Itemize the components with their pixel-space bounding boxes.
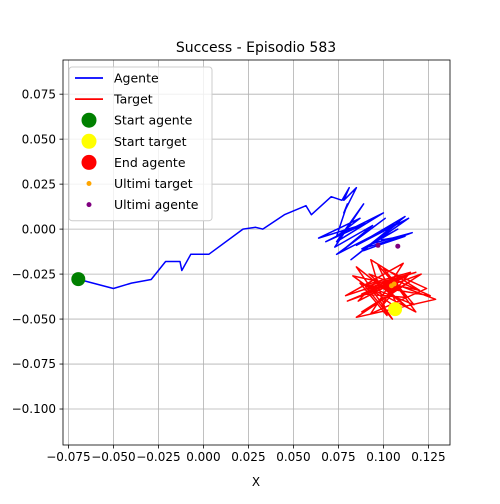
legend-label-target: Target: [113, 92, 153, 107]
y-tick-label: −0.100: [12, 402, 56, 416]
y-tick-label: 0.050: [22, 132, 56, 146]
x-axis-label: X: [252, 475, 260, 489]
x-tick-label: 0.125: [411, 450, 445, 464]
legend-label-start-target: Start target: [114, 134, 187, 149]
legend-label-start-agente: Start agente: [114, 113, 193, 128]
x-tick-label: −0.075: [46, 450, 90, 464]
y-axis-ticks: −0.100 −0.075 −0.050 −0.025 0.000 0.025 0.050 0…: [12, 87, 63, 416]
legend-swatch-start-target: [81, 133, 97, 149]
x-tick-label: 0.100: [366, 450, 400, 464]
y-tick-label: 0.000: [22, 222, 56, 236]
series-line-agente: [79, 186, 413, 290]
plot-frame: [62, 59, 451, 446]
chart-title: Success - Episodio 583: [176, 40, 336, 56]
y-tick-label: −0.075: [12, 357, 56, 371]
legend-swatch-ultimi-target: [86, 181, 92, 186]
legend-label-end-agente: End agente: [114, 155, 186, 170]
x-tick-label: 0.000: [186, 450, 220, 464]
legend-label-ultimi-agente: Ultimi agente: [114, 197, 199, 212]
marker-start-agente: [71, 272, 86, 287]
marker-ultimi-target: [391, 281, 397, 287]
y-tick-label: −0.025: [12, 267, 56, 281]
legend-swatch-start-agente: [81, 112, 97, 128]
legend-swatch-end-agente: [81, 154, 97, 170]
plot-area: [71, 186, 437, 320]
series-line-target: [344, 258, 437, 320]
series-layer: [71, 186, 437, 320]
x-tick-label: −0.050: [91, 450, 135, 464]
y-tick-label: −0.050: [12, 312, 56, 326]
x-axis-ticks: −0.075 −0.050 −0.025 0.000 0.025 0.050 0.075 0.…: [46, 445, 446, 464]
legend-label-ultimi-target: Ultimi target: [114, 176, 193, 191]
marker-start-target: [388, 302, 403, 317]
y-tick-label: 0.025: [22, 177, 56, 191]
marker-ultimi-agente: [395, 243, 401, 249]
x-tick-label: −0.025: [136, 450, 180, 464]
x-tick-label: 0.025: [231, 450, 265, 464]
x-tick-label: 0.050: [276, 450, 310, 464]
y-tick-label: 0.075: [22, 87, 56, 101]
x-tick-label: 0.075: [321, 450, 355, 464]
legend-swatch-ultimi-agente: [86, 202, 92, 208]
marker-ultimi-agente: [375, 242, 381, 248]
legend-label-agente: Agente: [114, 71, 159, 86]
legend-box: [68, 66, 213, 222]
legend: Agente Target Start agente Start target End …: [68, 66, 213, 222]
